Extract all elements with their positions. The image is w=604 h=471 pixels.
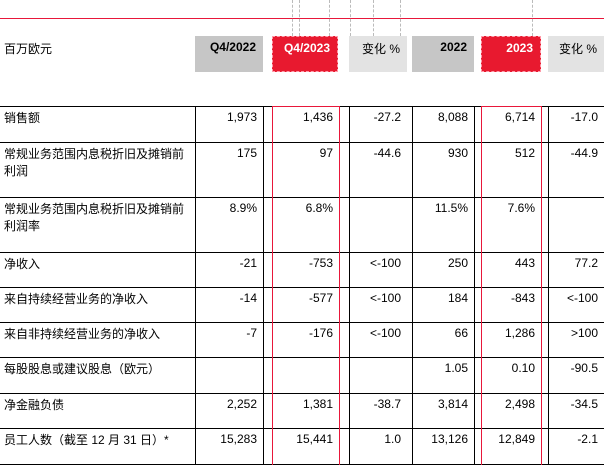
row-label: 销售额 — [4, 111, 41, 125]
table-cell: 0.10 — [511, 361, 535, 375]
row-divider — [0, 428, 604, 429]
guide-line — [532, 0, 533, 36]
table-cell: 11.5% — [434, 201, 468, 215]
table-cell: -843 — [510, 291, 535, 305]
column-divider — [412, 106, 413, 465]
guide-line — [350, 0, 351, 36]
table-cell: 512 — [514, 146, 535, 160]
table-cell: 66 — [454, 326, 468, 340]
col-header-2022: 2022 — [412, 36, 474, 72]
row-label: 来自持续经营业务的净收入 — [4, 292, 149, 306]
column-divider — [349, 106, 350, 465]
table-cell: 443 — [514, 256, 535, 270]
table-cell: -176 — [308, 326, 333, 340]
highlight-border — [541, 106, 542, 465]
row-divider — [0, 197, 604, 198]
row-label: 员工人数（截至 12 月 31 日）* — [4, 433, 169, 447]
table-cell: 7.6% — [507, 201, 535, 215]
highlight-border — [339, 106, 340, 465]
row-label: 来自非持续经营业务的净收入 — [4, 327, 161, 341]
table-cell: 13,126 — [431, 432, 468, 446]
highlight-border — [481, 106, 482, 465]
table-cell: 1,436 — [302, 110, 333, 124]
guide-line — [299, 0, 300, 36]
table-cell: 2,252 — [226, 397, 257, 411]
table-cell: -34.5 — [570, 397, 598, 411]
highlight-border — [481, 106, 542, 107]
column-divider — [195, 106, 196, 465]
table-cell: <-100 — [369, 326, 401, 340]
guide-line — [400, 0, 401, 36]
top-rule — [0, 18, 604, 19]
col-header-change-q4: 变化 % — [349, 36, 407, 72]
table-cell: -90.5 — [570, 361, 598, 375]
table-cell: 97 — [319, 146, 333, 160]
table-cell: 3,814 — [437, 397, 468, 411]
table-cell: -2.1 — [577, 432, 598, 446]
row-divider — [0, 287, 604, 288]
table-cell: 1,286 — [504, 326, 535, 340]
row-divider — [0, 393, 604, 394]
table-cell: -27.2 — [373, 110, 401, 124]
table-cell: 8,088 — [437, 110, 468, 124]
table-cell: 1.05 — [444, 361, 468, 375]
column-divider — [263, 106, 264, 465]
table-cell: 6,714 — [504, 110, 535, 124]
col-header-q4-2022: Q4/2022 — [195, 36, 263, 72]
table-cell: 2,498 — [504, 397, 535, 411]
guide-line — [373, 0, 374, 36]
column-divider — [548, 106, 549, 465]
table-cell: -577 — [308, 291, 333, 305]
table-cell: 6.8% — [305, 201, 333, 215]
row-label: 净收入 — [4, 257, 41, 271]
table-cell: 1,973 — [226, 110, 257, 124]
row-divider — [0, 252, 604, 253]
table-cell: -14 — [239, 291, 257, 305]
table-cell: -21 — [239, 256, 257, 270]
table-cell: 8.9% — [229, 201, 257, 215]
highlight-border — [272, 106, 340, 107]
table-cell: 15,441 — [296, 432, 333, 446]
table-cell: -44.9 — [570, 146, 598, 160]
guide-line — [329, 0, 330, 36]
col-header-2023: 2023 — [481, 36, 541, 72]
table-cell: <-100 — [369, 256, 401, 270]
table-cell: 1,381 — [302, 397, 333, 411]
row-label: 净金融负债 — [4, 398, 65, 412]
table-cell: -44.6 — [373, 146, 401, 160]
unit-label: 百万欧元 — [4, 42, 53, 56]
table-cell: -17.0 — [570, 110, 598, 124]
table-cell: 1.0 — [384, 432, 401, 446]
table-cell: 184 — [447, 291, 468, 305]
column-divider — [474, 106, 475, 465]
guide-line — [292, 0, 293, 36]
col-header-change-fy: 变化 % — [548, 36, 604, 72]
row-label: 每股股息或建议股息（欧元） — [4, 362, 161, 376]
table-cell: 175 — [236, 146, 257, 160]
table-cell: -7 — [246, 326, 257, 340]
table-cell: 15,283 — [220, 432, 257, 446]
table-cell: 250 — [447, 256, 468, 270]
row-divider — [0, 142, 604, 143]
row-divider — [0, 357, 604, 358]
table-cell: <-100 — [369, 291, 401, 305]
row-label: 常规业务范围内息税折旧及摊销前利润 — [4, 147, 185, 178]
table-cell: 77.2 — [574, 256, 598, 270]
table-cell: -38.7 — [373, 397, 401, 411]
highlight-border — [272, 106, 273, 465]
row-label: 常规业务范围内息税折旧及摊销前利润率 — [4, 202, 185, 233]
row-divider — [0, 464, 604, 465]
table-cell: >100 — [570, 326, 598, 340]
col-header-q4-2023: Q4/2023 — [272, 36, 338, 72]
table-cell: <-100 — [566, 291, 598, 305]
table-cell: 12,849 — [498, 432, 535, 446]
table-cell: -753 — [308, 256, 333, 270]
row-divider — [0, 322, 604, 323]
table-cell: 930 — [447, 146, 468, 160]
